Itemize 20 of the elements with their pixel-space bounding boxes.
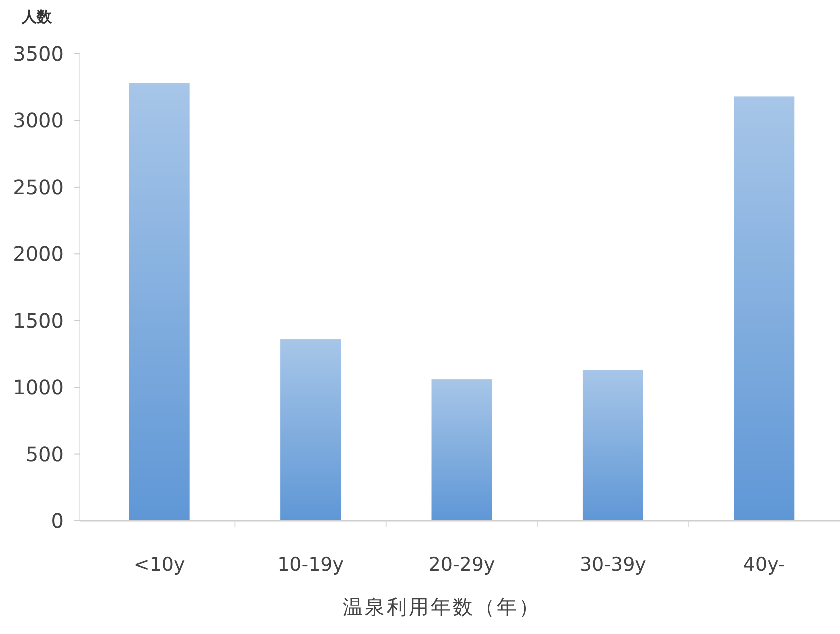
x-tick-label: <10y: [134, 554, 186, 576]
y-tick-label: 2500: [13, 175, 64, 200]
y-tick-label: 0: [51, 509, 64, 533]
x-tick-label: 20-29y: [428, 554, 496, 576]
y-axis-title: 人数: [21, 8, 53, 26]
y-tick-label: 3500: [13, 42, 64, 66]
y-tick-label: 1000: [13, 376, 64, 400]
x-axis-title: 温泉利用年数（年）: [343, 595, 541, 619]
bar: [432, 380, 492, 521]
bar: [734, 96, 795, 521]
x-tick-label: 40y-: [743, 554, 786, 576]
y-tick-label: 2000: [13, 242, 64, 266]
x-tick-label: 30-39y: [580, 554, 646, 576]
y-tick-label: 500: [26, 442, 64, 466]
y-tick-label: 1500: [13, 308, 64, 333]
x-tick-label: 10-19y: [278, 554, 344, 576]
y-tick-label: 3000: [13, 108, 64, 133]
bar: [129, 83, 190, 521]
bar: [582, 370, 644, 521]
bar: [280, 340, 342, 521]
